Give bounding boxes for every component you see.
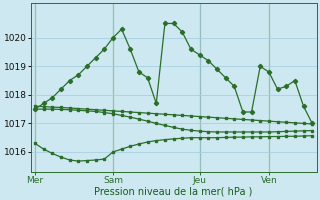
X-axis label: Pression niveau de la mer( hPa ): Pression niveau de la mer( hPa )	[94, 187, 253, 197]
